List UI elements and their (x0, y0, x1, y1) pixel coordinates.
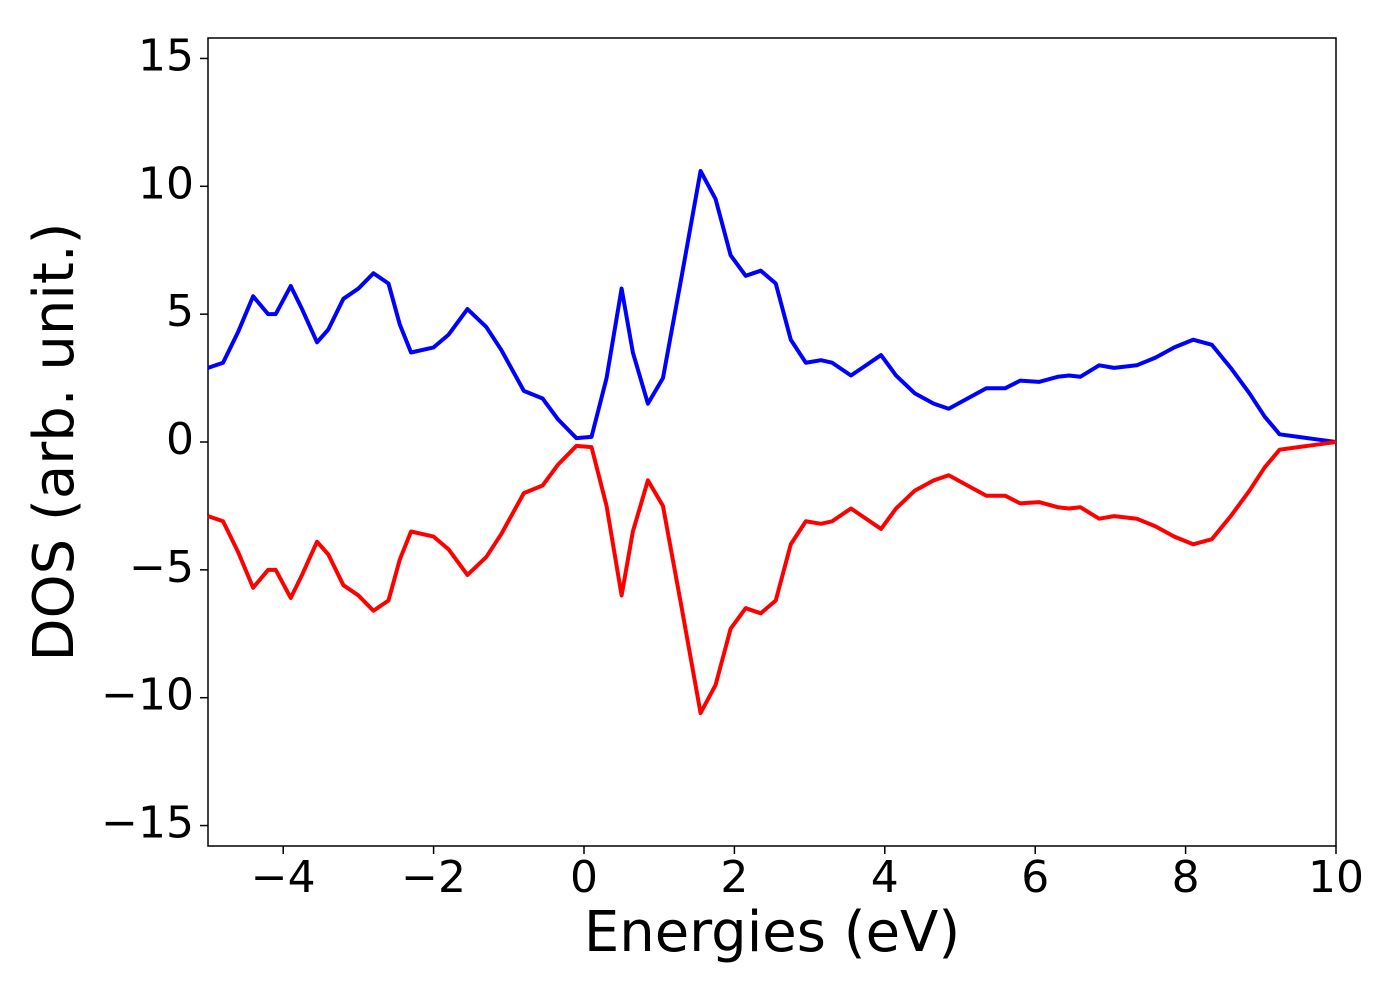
x-tick-label: −4 (251, 852, 316, 903)
x-tick-label: 4 (871, 852, 899, 903)
y-tick-label: −15 (101, 798, 194, 849)
x-tick-label: 6 (1021, 852, 1049, 903)
y-tick-label: −10 (101, 670, 194, 721)
x-tick-label: 0 (570, 852, 598, 903)
y-tick-label: 0 (166, 414, 194, 465)
plot-frame (207, 37, 1337, 847)
y-tick-label: 10 (138, 158, 194, 209)
x-tick-label: 8 (1172, 852, 1200, 903)
y-tick-label: 15 (138, 30, 194, 81)
x-tick-label: −2 (401, 852, 466, 903)
dos-line (207, 168, 1337, 444)
x-tick-label: 10 (1308, 852, 1364, 903)
y-axis-label: DOS (arb. unit.) (22, 222, 87, 661)
y-tick-label: −5 (129, 542, 194, 593)
x-axis-label: Energies (eV) (584, 900, 960, 965)
x-tick-label: 2 (720, 852, 748, 903)
y-tick-label: 5 (166, 286, 194, 337)
dos-line (207, 440, 1337, 716)
